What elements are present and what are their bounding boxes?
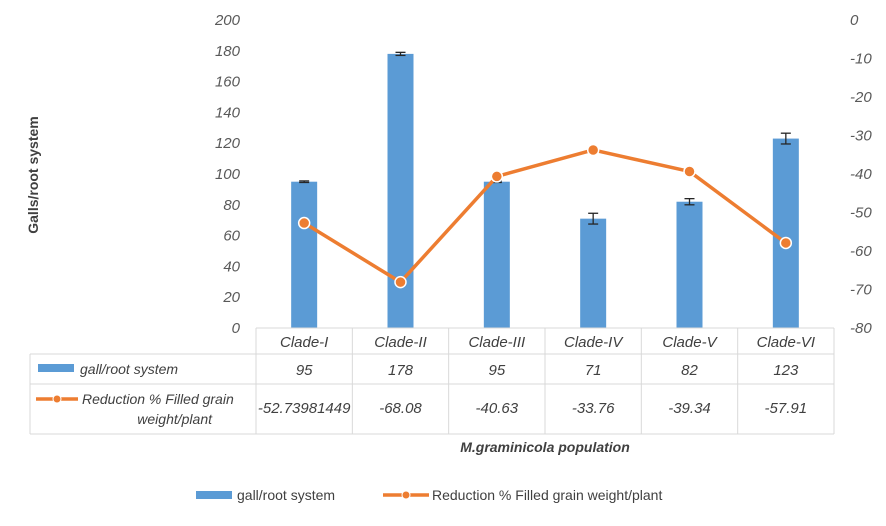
- legend-line-label: Reduction % Filled grain weight/plant: [432, 487, 662, 503]
- table-cell: 82: [681, 362, 698, 379]
- table-row-label: weight/plant: [137, 411, 213, 427]
- data-table: Clade-I Clade-II Clade-III Clade-IV Clade-V C…: [29, 327, 835, 435]
- left-tick-label: 180: [215, 43, 241, 60]
- legend-bar-swatch: [196, 491, 232, 499]
- error-bar: [299, 180, 310, 184]
- bar: [483, 181, 510, 328]
- left-tick-label: 100: [215, 166, 241, 183]
- table-cell: 95: [296, 362, 313, 379]
- line-path: [303, 148, 787, 284]
- bar: [580, 218, 607, 328]
- line-point: [297, 216, 311, 230]
- line-point: [490, 170, 504, 183]
- error-bar: [684, 197, 695, 206]
- right-tick-label: -20: [850, 89, 872, 106]
- right-tick-label: -70: [850, 282, 872, 299]
- bar: [291, 181, 318, 328]
- category-label: Clade-V: [662, 334, 718, 351]
- table-cell: -68.08: [379, 400, 422, 417]
- left-tick-label: 140: [215, 104, 241, 121]
- legend: gall/root system Reduction % Filled grai…: [196, 487, 662, 503]
- right-tick-label: 0: [850, 12, 859, 29]
- error-bar: [780, 132, 791, 145]
- right-tick-label: -10: [850, 51, 872, 68]
- left-tick-label: 60: [223, 228, 240, 245]
- table-cell: -40.63: [476, 400, 519, 417]
- table-row-label: gall/root system: [80, 361, 178, 377]
- bar: [772, 138, 799, 328]
- table-cell: 95: [488, 362, 505, 379]
- table-bar-swatch: [38, 364, 74, 372]
- line-series: [297, 143, 793, 289]
- legend-bar-label: gall/root system: [237, 487, 335, 503]
- table-cell: 123: [773, 362, 799, 379]
- error-bar: [588, 212, 599, 225]
- left-tick-label: 80: [223, 197, 240, 214]
- table-cell: 178: [388, 362, 414, 379]
- right-tick-label: -40: [850, 166, 872, 183]
- left-tick-label: 160: [215, 74, 241, 91]
- table-line-marker: [52, 394, 62, 404]
- table-cell: 71: [585, 362, 602, 379]
- line-point: [394, 275, 407, 289]
- right-tick-label: -80: [850, 320, 872, 337]
- line-point: [779, 236, 793, 250]
- category-label: Clade-I: [280, 334, 328, 351]
- category-label: Clade-III: [468, 334, 525, 351]
- legend-line-marker: [401, 490, 411, 500]
- table-cell: -52.73981449: [258, 400, 351, 417]
- right-axis-ticks: 0 -10 -20 -30 -40 -50 -60 -70 -80: [850, 12, 872, 337]
- right-tick-label: -60: [850, 243, 872, 260]
- left-tick-label: 200: [214, 12, 241, 29]
- error-bars: [299, 51, 791, 225]
- left-tick-label: 40: [223, 258, 240, 275]
- table-cell: -33.76: [572, 400, 615, 417]
- bar: [676, 201, 703, 328]
- y-axis-title: Galls/root system: [25, 116, 41, 234]
- table-row-label: Reduction % Filled grain: [82, 391, 234, 407]
- right-tick-label: -30: [850, 128, 872, 145]
- left-tick-label: 0: [232, 320, 241, 337]
- line-point: [586, 143, 600, 157]
- x-axis-title: M.graminicola population: [460, 439, 630, 455]
- error-bar: [395, 51, 406, 57]
- left-tick-label: 120: [215, 135, 241, 152]
- category-label: Clade-II: [374, 334, 427, 351]
- bar-series: [291, 53, 799, 328]
- category-label: Clade-VI: [757, 334, 815, 351]
- right-tick-label: -50: [850, 205, 872, 222]
- line-point: [683, 165, 696, 178]
- category-label: Clade-IV: [564, 334, 624, 351]
- left-tick-label: 20: [222, 289, 240, 306]
- table-cell: -57.91: [765, 400, 808, 417]
- table-cell: -39.34: [668, 400, 711, 417]
